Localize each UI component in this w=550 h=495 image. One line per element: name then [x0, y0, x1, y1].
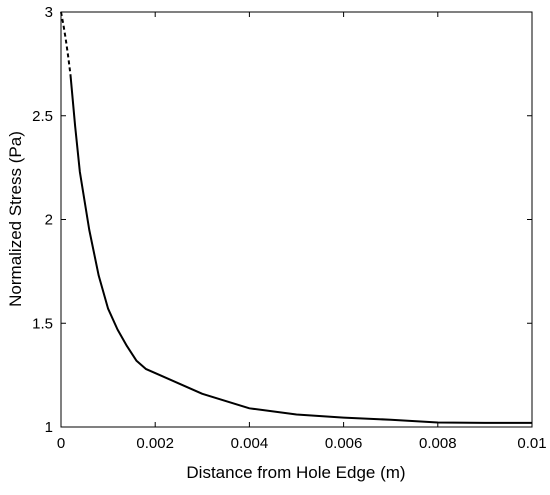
x-tick-label: 0.006: [325, 435, 363, 452]
plot-frame: [60, 11, 533, 428]
plot-marks: [60, 11, 532, 424]
x-tick-label: 0: [57, 435, 65, 452]
x-axis-label: Distance from Hole Edge (m): [186, 463, 405, 482]
x-tick-label: 0.008: [419, 435, 457, 452]
x-tick-label: 0.004: [231, 435, 269, 452]
y-tick-label: 2.5: [32, 108, 53, 125]
y-tick-label: 1: [45, 419, 53, 436]
x-tick-label: 0.002: [136, 435, 174, 452]
y-tick-label: 2: [45, 212, 53, 229]
solid-series-line: [69, 74, 532, 424]
dashed-series-line: [60, 11, 72, 75]
y-tick-label: 3: [45, 4, 53, 21]
x-tick-label: 0.01: [517, 435, 546, 452]
axes: 0 0.002 0.004 0.006 0.008 0.01 1 1.5 2 2.5 3: [32, 4, 546, 452]
y-axis-label: Normalized Stress (Pa): [6, 131, 25, 307]
y-tick-label: 1.5: [32, 315, 53, 332]
